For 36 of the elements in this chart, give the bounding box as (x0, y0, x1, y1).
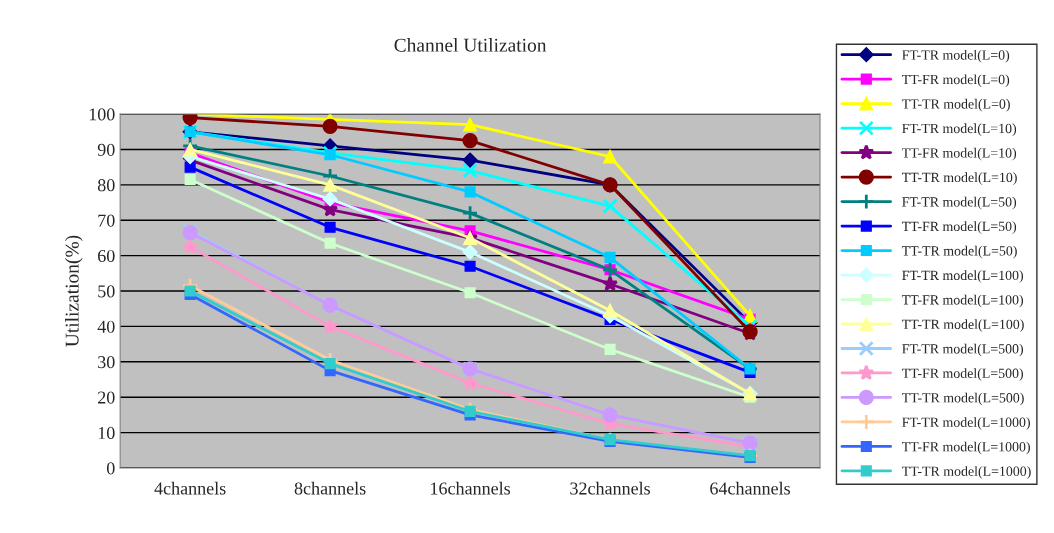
y-tick-label: 60 (98, 249, 115, 263)
legend-label: TT-TR model(L=100) (901, 319, 1024, 332)
legend-label: TT-TR model(L=0) (901, 98, 1010, 112)
x-tick-label: 64channels (710, 481, 790, 495)
y-tick-label: 90 (97, 143, 115, 156)
y-tick-label: 80 (97, 179, 115, 192)
x-tick-label: 4channels (154, 481, 226, 495)
legend-label: FT-TR model(L=10) (902, 123, 1017, 136)
y-axis-title: Utilization(%) (65, 235, 83, 347)
legend-label: TT-TR model(L=500) (901, 392, 1024, 406)
legend-label: TT-FR model(L=50) (901, 221, 1017, 234)
y-tick-label: 70 (98, 214, 115, 227)
x-tick-label: 32channels (570, 481, 651, 495)
y-tick-label: 10 (98, 426, 115, 440)
legend-label: TT-FR model(L=500) (901, 368, 1024, 381)
y-tick-label: 30 (98, 356, 115, 369)
y-tick-label: 50 (98, 285, 115, 298)
legend-label: TT-FR model(L=0) (901, 74, 1010, 87)
y-tick-label: 40 (97, 320, 115, 333)
y-tick-label: 0 (106, 462, 115, 475)
x-tick-label: 16channels (431, 481, 511, 495)
x-tick-label: 8channels (294, 481, 366, 495)
y-tick-label: 100 (89, 108, 115, 121)
legend-label: FT-TR model(L=100) (902, 270, 1024, 283)
legend-label: TT-TR model(L=1000) (901, 466, 1031, 479)
legend-label: TT-TR model(L=10) (901, 172, 1017, 185)
legend-label: FT-TR model(L=500) (902, 343, 1024, 357)
legend-label: TT-FR model(L=10) (901, 147, 1017, 161)
legend-label: TT-FR model(L=1000) (901, 441, 1030, 455)
y-tick-label: 20 (98, 391, 115, 404)
chart-title: Channel Utilization (394, 38, 547, 52)
legend-label: FT-TR model(L=0) (902, 49, 1010, 63)
legend-label: TT-FR model(L=100) (901, 294, 1024, 308)
legend-label: FT-TR model(L=1000) (902, 417, 1030, 430)
legend-label: FT-TR model(L=50) (902, 196, 1017, 210)
legend-label: TT-TR model(L=50) (901, 245, 1017, 259)
